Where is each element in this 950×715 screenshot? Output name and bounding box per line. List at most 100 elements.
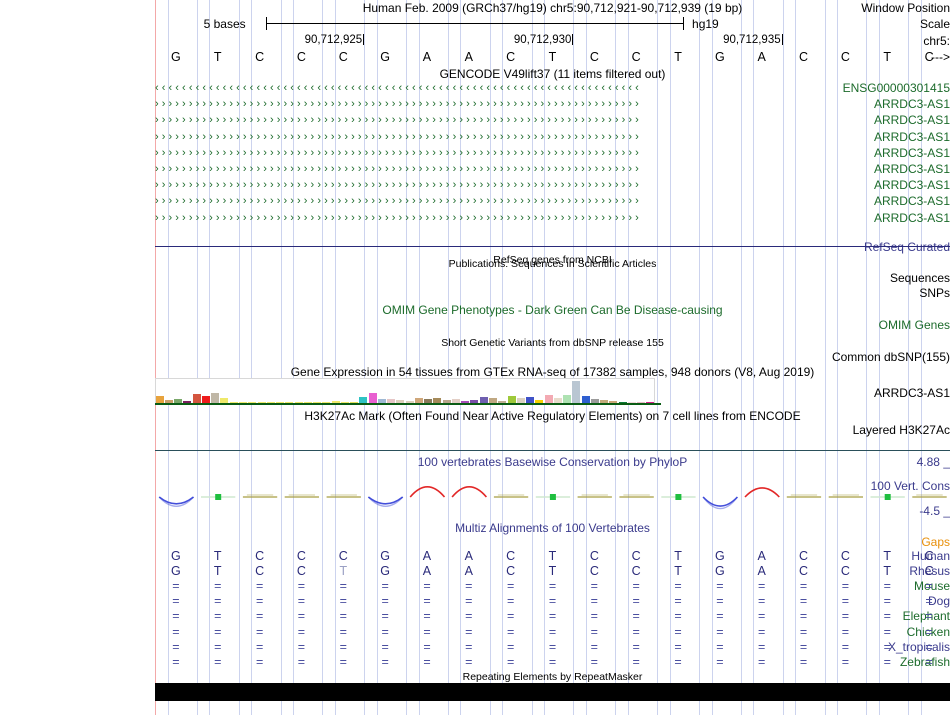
gtex-expression-barchart[interactable] (155, 378, 950, 405)
multiz-species-label[interactable]: Rhesus (909, 564, 950, 579)
gencode-gene-label[interactable]: ARRDC3-AS1 (873, 113, 950, 128)
multiz-base-cell: = (590, 654, 598, 669)
dbsnp-row: Common dbSNP(155) (0, 350, 950, 364)
multiz-base-cell: = (590, 639, 598, 654)
gencode-gene-label[interactable]: ARRDC3-AS1 (873, 97, 950, 112)
multiz-base-cell: = (674, 609, 682, 624)
multiz-base-cell: = (841, 594, 850, 609)
gtex-tissue-bar (220, 398, 229, 403)
gtex-tissue-bar (405, 401, 414, 403)
multiz-base-cell: G (714, 549, 725, 563)
position-tick: 90,712,930 (513, 34, 574, 46)
multiz-base-cell: A (757, 549, 766, 563)
multiz-base-cell: C (506, 564, 516, 579)
multiz-base-cell: = (548, 579, 557, 594)
multiz-base-cell: C (840, 549, 850, 563)
multiz-base-cell: = (423, 654, 431, 669)
multiz-base-cell: = (255, 609, 264, 624)
multiz-base-cell: = (883, 579, 891, 594)
gtex-tissue-bar (535, 400, 544, 403)
gencode-gene-label[interactable]: ARRDC3-AS1 (873, 129, 950, 144)
conservation-max-value: 4.88 _ (916, 455, 950, 469)
multiz-base-cell: T (339, 564, 348, 579)
multiz-base-cell: = (339, 594, 347, 609)
multiz-base-cell: C (631, 549, 641, 563)
multiz-species-label[interactable]: Mouse (913, 579, 950, 594)
multiz-base-cell: C (631, 564, 641, 579)
multiz-species-label[interactable]: Chicken (906, 624, 950, 639)
omim-row: OMIM Genes (0, 318, 950, 332)
gencode-item-row: ARRDC3-AS1 (0, 146, 950, 161)
multiz-base-cell: = (632, 654, 640, 669)
multiz-base-cell: C (255, 549, 265, 563)
gencode-strand-arrows[interactable]: ››››››››››››››››››››››››››››››››››››››››… (155, 194, 950, 209)
strand-arrow-glyphs: ››››››››››››››››››››››››››››››››››››››››… (155, 114, 642, 127)
multiz-base-cell: G (380, 549, 390, 563)
sequence-base: C (589, 50, 599, 64)
multiz-species-label[interactable]: Zebrafish (899, 654, 950, 669)
multiz-base-cell: C (799, 549, 809, 563)
multiz-base-cell: = (841, 579, 850, 594)
gencode-strand-arrows[interactable]: ››››››››››››››››››››››››››››››››››››››››… (155, 130, 950, 145)
multiz-species-label[interactable]: Elephant (902, 609, 950, 624)
gencode-strand-arrows[interactable]: ››››››››››››››››››››››››››››››››››››››››… (155, 113, 950, 128)
gencode-strand-arrows[interactable]: ››››››››››››››››››››››››››››››››››››››››… (155, 178, 950, 193)
gencode-gene-label[interactable]: ARRDC3-AS1 (873, 178, 950, 193)
multiz-base-cell: = (297, 609, 306, 624)
multiz-base-cell: = (381, 654, 389, 669)
sequence-base: G (714, 50, 725, 64)
gencode-strand-arrows[interactable]: ››››››››››››››››››››››››››››››››››››››››… (155, 162, 950, 177)
multiz-base-cell: = (925, 594, 933, 609)
repeatmasker-feature-bar[interactable] (155, 683, 950, 701)
gencode-gene-label[interactable]: ARRDC3-AS1 (873, 162, 950, 176)
gencode-strand-arrows[interactable]: ››››››››››››››››››››››››››››››››››››››››… (155, 211, 950, 226)
gencode-item-row: ARRDC3-AS1 (0, 130, 950, 145)
gtex-tissue-bar (294, 401, 303, 403)
multiz-base-cell: = (841, 654, 850, 669)
multiz-base-cell: = (548, 594, 557, 609)
publications-snps-row: SNPs (0, 286, 950, 300)
sequence-base: C (338, 50, 348, 64)
gencode-strand-arrows[interactable]: ‹‹‹‹‹‹‹‹‹‹‹‹‹‹‹‹‹‹‹‹‹‹‹‹‹‹‹‹‹‹‹‹‹‹‹‹‹‹‹‹… (155, 81, 950, 96)
multiz-base-cell: = (632, 624, 640, 639)
multiz-species-label[interactable]: Human (911, 549, 950, 563)
multiz-species-label[interactable]: Dog (927, 594, 950, 609)
multiz-base-cell: = (758, 639, 766, 654)
omim-genes-label: OMIM Genes (878, 318, 950, 332)
multiz-base-cell: = (381, 609, 389, 624)
multiz-base-cell: = (507, 654, 515, 669)
multiz-base-cell: = (465, 609, 473, 624)
gencode-gene-label[interactable]: ARRDC3-AS1 (873, 210, 950, 225)
multiz-base-cell: = (297, 579, 306, 594)
gtex-tissue-bar (377, 399, 386, 403)
multiz-base-cell: = (883, 594, 891, 609)
multiz-base-cell: = (423, 624, 431, 639)
multiz-base-cell: = (674, 579, 682, 594)
multiz-species-label[interactable]: X_tropicalis (887, 639, 950, 654)
sequence-base: C (799, 50, 809, 64)
multiz-species-row: Zebrafish (0, 655, 950, 669)
multiz-base-cell: = (841, 609, 850, 624)
multiz-base-cell: C (255, 564, 265, 579)
refseq-label: RefSeq Curated (863, 240, 950, 254)
multiz-base-cell: T (883, 549, 892, 563)
multiz-base-cell: = (423, 594, 431, 609)
multiz-base-cell: C (506, 549, 516, 563)
gtex-tissue-bar (174, 399, 183, 403)
gencode-gene-label[interactable]: ENSG00000301415 (842, 81, 950, 95)
multiz-base-cell: = (297, 654, 306, 669)
window-position-row: Window Position Human Feb. 2009 (GRCh37/… (0, 1, 950, 16)
multiz-base-cell: = (674, 654, 682, 669)
gtex-tissue-bar (618, 401, 627, 403)
sequence-base: T (213, 50, 222, 64)
multiz-base-cell: T (883, 564, 892, 579)
refseq-track-title: RefSeq genes from NCBI (493, 254, 612, 266)
multiz-base-cell: = (674, 624, 682, 639)
gencode-strand-arrows[interactable]: ››››››››››››››››››››››››››››››››››››››››… (155, 97, 950, 112)
gtex-track-title: Gene Expression in 54 tissues from GTEx … (290, 365, 815, 379)
gencode-gene-label[interactable]: ARRDC3-AS1 (873, 145, 950, 160)
conservation-wiggle-plot[interactable] (155, 468, 950, 526)
gencode-strand-arrows[interactable]: ››››››››››››››››››››››››››››››››››››››››… (155, 146, 950, 161)
gencode-gene-label[interactable]: ARRDC3-AS1 (873, 194, 950, 209)
